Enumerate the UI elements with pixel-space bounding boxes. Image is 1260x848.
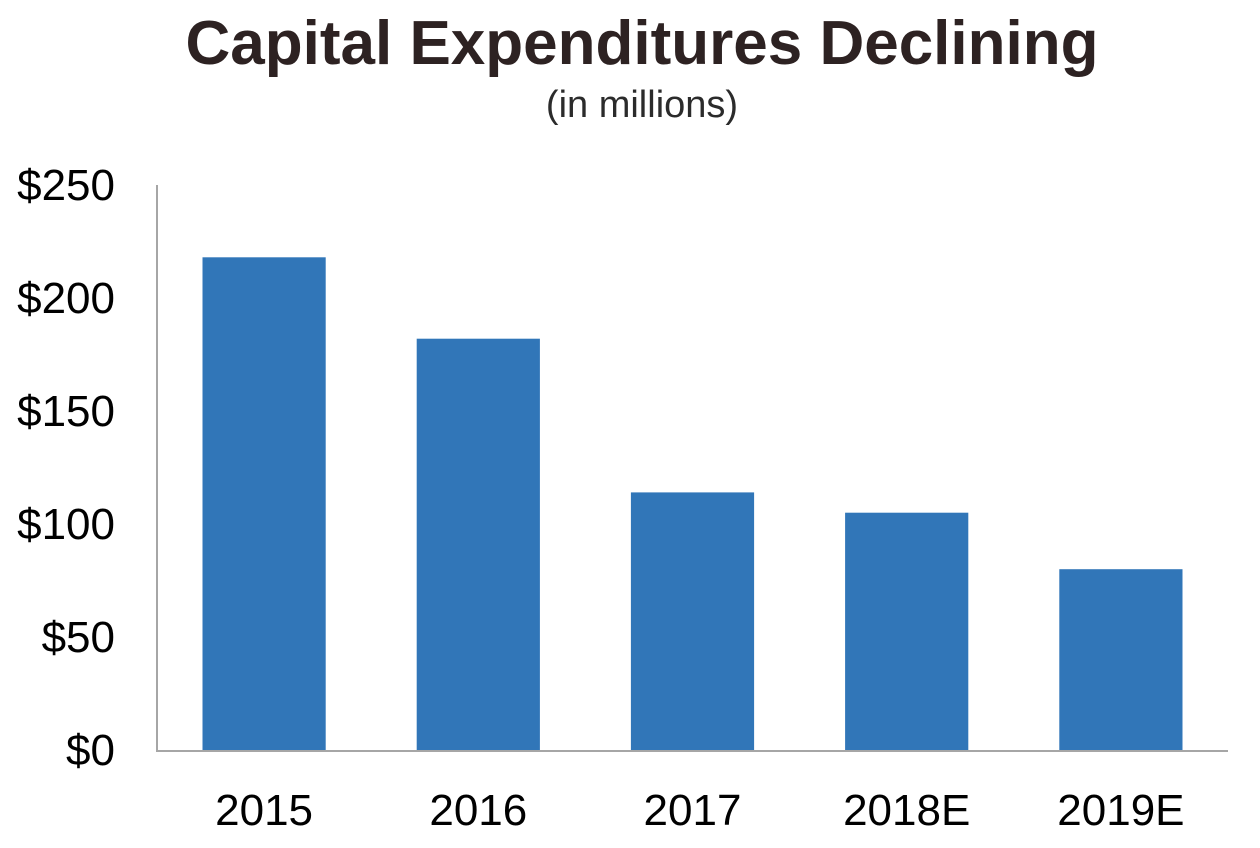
- x-tick-label: 2018E: [843, 786, 970, 835]
- y-tick-label: $100: [17, 500, 115, 549]
- x-tick-label: 2015: [215, 786, 313, 835]
- bar-2015: [202, 257, 326, 750]
- y-tick-label: $0: [66, 726, 115, 775]
- y-tick-label: $150: [17, 387, 115, 436]
- y-tick-label: $250: [17, 161, 115, 210]
- y-tick-label: $200: [17, 274, 115, 323]
- chart-subtitle: (in millions): [545, 84, 739, 126]
- bar-2019e: [1059, 569, 1183, 750]
- x-tick-label: 2017: [644, 786, 742, 835]
- bar-2016: [416, 338, 540, 750]
- axes-group: [156, 185, 1228, 752]
- bars-group: [202, 257, 1183, 750]
- x-tick-label: 2016: [429, 786, 527, 835]
- y-tick-label: $50: [42, 613, 115, 662]
- bar-2017: [630, 492, 755, 750]
- y-tick-labels: $0 $50 $100 $150 $200 $250: [17, 161, 115, 775]
- bar-2018e: [845, 512, 969, 750]
- x-tick-labels: 2015 2016 2017 2018E 2019E: [215, 786, 1184, 835]
- x-tick-label: 2019E: [1057, 786, 1184, 835]
- chart-title: Capital Expenditures Declining: [185, 9, 1099, 78]
